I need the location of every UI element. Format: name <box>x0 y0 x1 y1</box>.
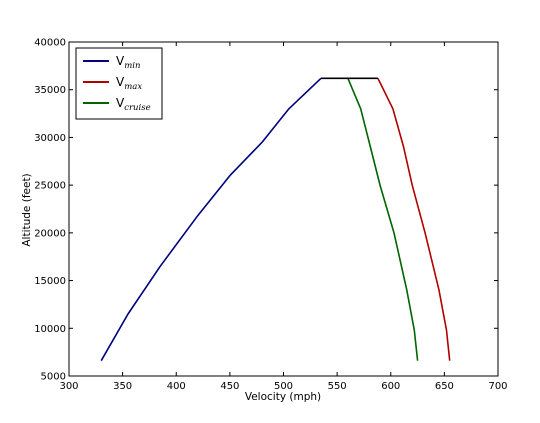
y-tick-label: 10000 <box>34 324 66 335</box>
y-tick-label: 5000 <box>41 372 66 383</box>
x-tick-label: 400 <box>167 381 186 392</box>
y-tick-label: 20000 <box>34 228 66 239</box>
y-tick-label: 30000 <box>34 133 66 144</box>
legend-subscript: max <box>124 82 142 92</box>
x-tick-label: 350 <box>113 381 132 392</box>
x-tick-label: 700 <box>488 381 507 392</box>
y-axis-label: Altitude (feet) <box>21 173 33 246</box>
x-tick-label: 450 <box>220 381 239 392</box>
y-tick-label: 35000 <box>34 85 66 96</box>
axes: 300 350 400 450 500 550 600 650 700 5000 10000 1500… <box>34 38 507 393</box>
legend-box <box>75 47 163 120</box>
x-tick-label: 600 <box>381 381 400 392</box>
legend-subscript: min <box>124 61 140 71</box>
y-tick-label: 25000 <box>34 181 66 192</box>
x-tick-label: 650 <box>435 381 454 392</box>
x-tick-label: 550 <box>328 381 347 392</box>
series-line-min <box>100 77 322 362</box>
y-tick-label: 15000 <box>34 276 66 287</box>
series-line-cruise <box>347 77 419 361</box>
x-axis-label: Velocity (mph) <box>245 391 321 403</box>
plot-area <box>100 77 451 362</box>
y-tick-label: 40000 <box>34 38 66 49</box>
x-tick-label: 500 <box>274 381 293 392</box>
legend-subscript: cruise <box>124 103 150 113</box>
x-tick-label: 300 <box>59 381 78 392</box>
series-line-max <box>377 77 451 361</box>
